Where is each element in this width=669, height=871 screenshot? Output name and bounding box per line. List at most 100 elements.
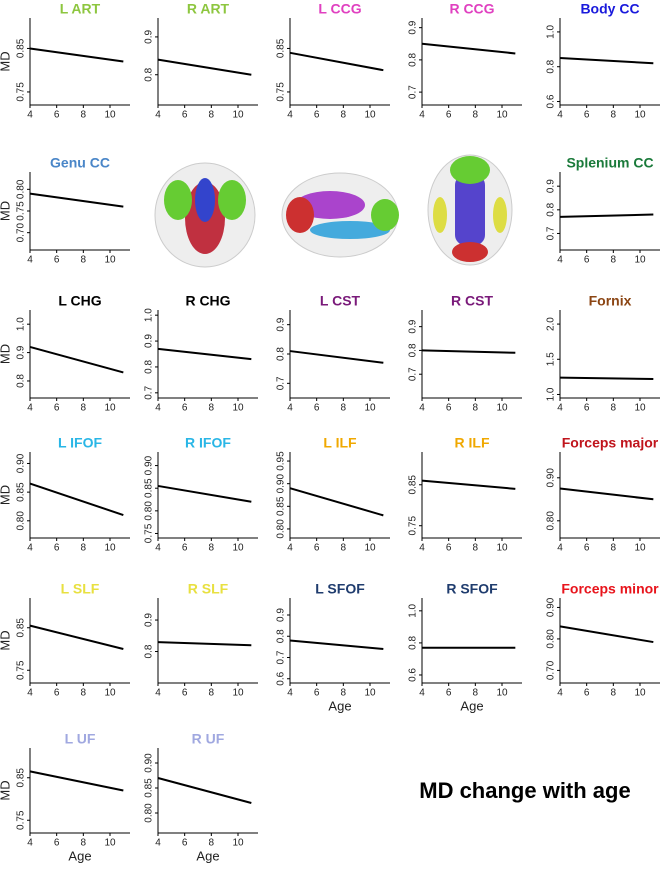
y-tick-label: 0.9 — [144, 30, 155, 44]
y-tick-label: 0.90 — [546, 597, 557, 617]
x-axis-label: Age — [328, 698, 351, 713]
x-tick-label: 10 — [104, 543, 116, 554]
x-tick-label: 8 — [81, 255, 87, 266]
y-tick-label: 0.85 — [276, 38, 287, 58]
fit-line — [421, 42, 516, 55]
x-tick-label: 8 — [473, 403, 479, 414]
fit-line — [29, 345, 124, 374]
y-tick-label: 0.75 — [16, 82, 27, 102]
y-tick-label: 0.9 — [16, 345, 27, 359]
x-tick-label: 8 — [209, 838, 215, 849]
x-tick-label: 10 — [104, 838, 116, 849]
panel-title: R CHG — [185, 293, 230, 309]
fit-line — [157, 347, 252, 361]
fit-line — [29, 482, 124, 517]
fit-line — [289, 639, 384, 650]
y-tick-label: 0.9 — [408, 20, 419, 34]
y-tick-label: 0.7 — [276, 650, 287, 664]
y-tick-label: 0.80 — [144, 501, 155, 521]
x-tick-label: 4 — [155, 110, 161, 121]
panel-title: R ART — [187, 1, 230, 17]
x-tick-label: 6 — [584, 543, 590, 554]
figure-caption: MD change with age — [419, 778, 630, 803]
panel-title: L UF — [65, 731, 96, 747]
x-tick-label: 6 — [182, 688, 188, 699]
y-tick-label: 0.70 — [546, 660, 557, 680]
fit-line — [421, 479, 516, 490]
y-tick-label: 1.0 — [16, 317, 27, 331]
x-tick-label: 4 — [287, 110, 293, 121]
y-axis-label: MD — [0, 485, 12, 505]
x-tick-label: 4 — [155, 403, 161, 414]
panel-title: Genu CC — [50, 155, 110, 171]
y-tick-label: 0.6 — [276, 671, 287, 685]
y-tick-label: 0.85 — [16, 482, 27, 502]
x-tick-label: 10 — [104, 255, 116, 266]
y-tick-label: 0.85 — [16, 768, 27, 788]
x-tick-label: 8 — [209, 110, 215, 121]
x-tick-label: 10 — [634, 403, 646, 414]
y-tick-label: 0.8 — [144, 67, 155, 81]
fit-line — [29, 192, 124, 208]
x-tick-label: 10 — [232, 403, 244, 414]
x-tick-label: 4 — [27, 688, 33, 699]
brain-renderings — [154, 154, 513, 268]
x-tick-label: 6 — [584, 403, 590, 414]
x-tick-label: 6 — [182, 403, 188, 414]
panel-title: R IFOF — [185, 435, 231, 451]
fit-line — [29, 770, 124, 792]
y-tick-label: 0.8 — [546, 59, 557, 73]
x-tick-label: 10 — [104, 403, 116, 414]
y-tick-label: 1.0 — [408, 603, 419, 617]
x-tick-label: 6 — [446, 110, 452, 121]
fit-line — [29, 624, 124, 650]
y-tick-label: 0.7 — [546, 226, 557, 240]
x-tick-label: 8 — [81, 688, 87, 699]
x-tick-label: 4 — [27, 110, 33, 121]
y-tick-label: 1.5 — [546, 352, 557, 366]
x-tick-label: 8 — [81, 838, 87, 849]
y-tick-label: 0.90 — [144, 455, 155, 475]
x-tick-label: 10 — [496, 688, 508, 699]
x-tick-label: 6 — [54, 403, 60, 414]
y-tick-label: 0.8 — [276, 347, 287, 361]
x-tick-label: 4 — [419, 688, 425, 699]
y-tick-label: 0.80 — [16, 179, 27, 199]
y-axis-label: MD — [0, 51, 12, 71]
fit-line — [157, 641, 252, 647]
fit-line — [559, 213, 654, 218]
panel-title: L CST — [320, 293, 361, 309]
fit-line — [289, 350, 384, 364]
tract-blob — [493, 197, 507, 233]
x-tick-label: 4 — [287, 543, 293, 554]
panel-title: Splenium CC — [566, 155, 653, 171]
x-tick-label: 8 — [611, 255, 617, 266]
x-tick-label: 6 — [182, 110, 188, 121]
fit-line — [157, 484, 252, 503]
y-tick-label: 0.90 — [546, 468, 557, 488]
x-tick-label: 8 — [611, 688, 617, 699]
panel-title: Fornix — [589, 293, 632, 309]
panel-title: R SLF — [188, 581, 229, 597]
x-tick-label: 8 — [473, 688, 479, 699]
x-tick-label: 8 — [473, 110, 479, 121]
tract-blob — [286, 197, 314, 233]
tract-blob — [218, 180, 246, 220]
y-tick-label: 1.0 — [144, 308, 155, 322]
x-tick-label: 4 — [557, 543, 563, 554]
x-tick-label: 4 — [27, 838, 33, 849]
y-tick-label: 0.75 — [408, 516, 419, 536]
panel-title: R CST — [451, 293, 493, 309]
x-tick-label: 10 — [104, 688, 116, 699]
x-tick-label: 8 — [81, 543, 87, 554]
y-tick-label: 1.0 — [546, 387, 557, 401]
x-tick-label: 4 — [155, 688, 161, 699]
x-tick-label: 4 — [419, 543, 425, 554]
y-tick-label: 0.9 — [144, 334, 155, 348]
y-tick-label: 0.9 — [276, 608, 287, 622]
tract-blob — [455, 175, 485, 245]
x-tick-label: 8 — [341, 688, 347, 699]
x-tick-label: 6 — [54, 688, 60, 699]
tract-blob — [450, 156, 490, 184]
y-tick-label: 0.70 — [16, 222, 27, 242]
